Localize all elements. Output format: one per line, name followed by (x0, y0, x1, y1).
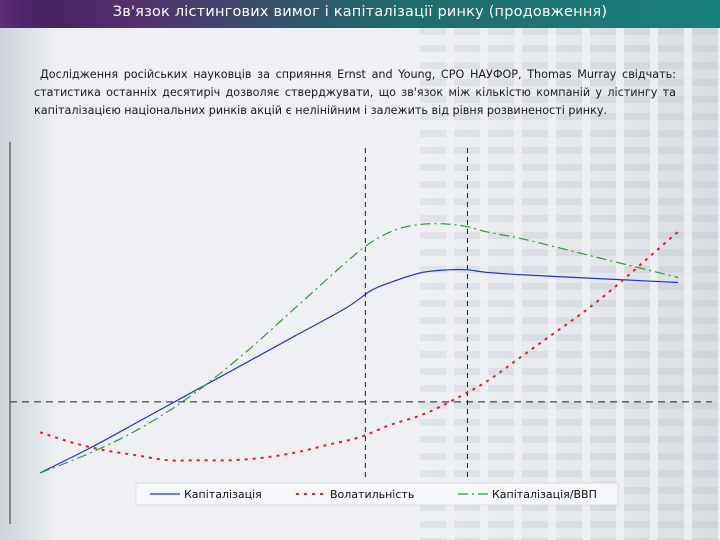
background-ticker-image (420, 28, 720, 540)
chart-axes (9, 142, 712, 524)
legend-box (135, 482, 619, 506)
slide-title: Зв'язок лістингових вимог і капіталізаці… (112, 4, 608, 20)
series-line-1 (39, 268, 679, 474)
legend-label-2: Волатильність (330, 488, 414, 501)
title-bar: Зв'язок лістингових вимог і капіталізаці… (0, 0, 720, 28)
chart-series (39, 223, 679, 474)
series-line-3 (39, 223, 679, 474)
chart-legend: Капіталізація Волатильність Капіталізація/… (135, 482, 619, 506)
series-line-2 (39, 231, 679, 462)
legend-label-1: Капіталізація (184, 488, 262, 501)
legend-label-3: Капіталізація/ВВП (492, 488, 597, 501)
intro-paragraph: Дослідження російських науковців за спри… (34, 68, 676, 117)
